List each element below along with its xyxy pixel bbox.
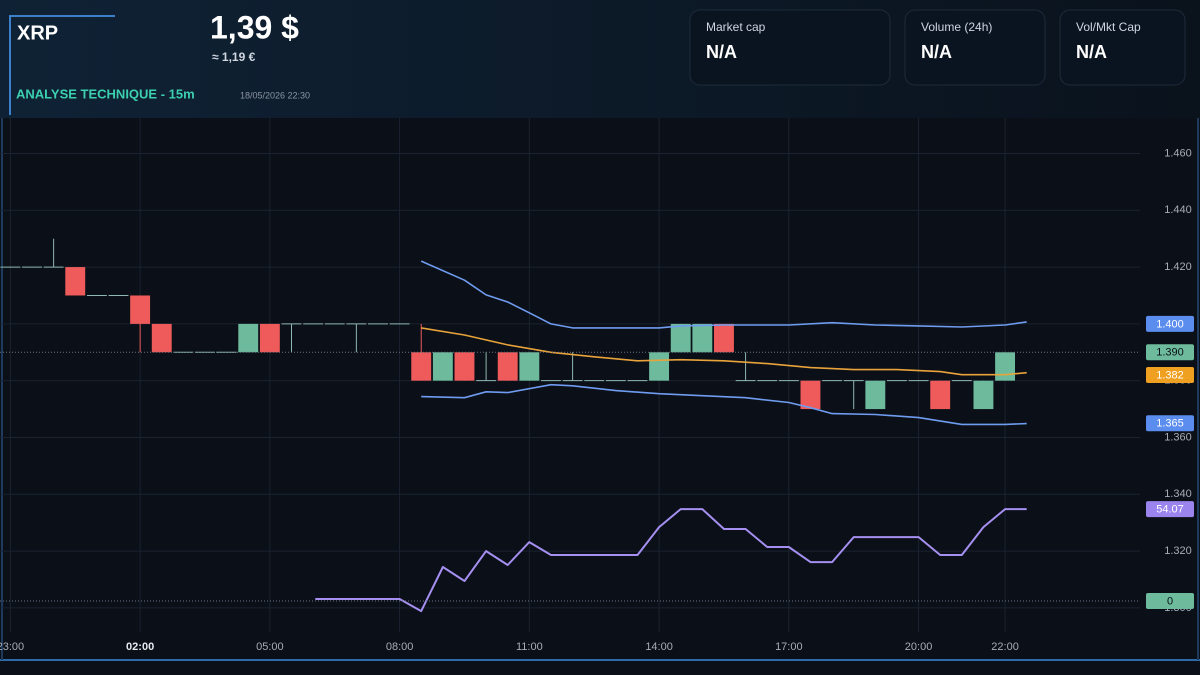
candle-body [800, 380, 821, 410]
price-badge [1146, 593, 1194, 610]
x-tick-label: 23:00 [0, 641, 24, 653]
rsi-line [315, 508, 1027, 613]
x-tick-label: 11:00 [516, 641, 543, 653]
x-tick-label: 20:00 [905, 641, 933, 653]
card [689, 9, 891, 86]
y-tick-label: 1.340 [1164, 488, 1192, 500]
x-tick-label: 22:00 [991, 641, 1019, 653]
band-line [420, 260, 1027, 329]
candle-body [714, 323, 734, 353]
card-label: Market cap [706, 20, 766, 34]
candle-body [454, 352, 475, 381]
card-value: N/A [921, 42, 952, 62]
subtitle: ANALYSE TECHNIQUE - 15m [16, 86, 195, 101]
candle-body [692, 323, 713, 353]
card-value: N/A [706, 42, 737, 62]
x-tick-label: 02:00 [126, 641, 154, 653]
candle-body [65, 267, 86, 296]
price-badge [1146, 315, 1194, 332]
candle-body [519, 352, 540, 381]
chart: 1.3001.3201.3401.3601.3801.4001.4201.440… [0, 118, 1194, 653]
x-tick-label: 17:00 [775, 641, 803, 653]
card-label: Vol/Mkt Cap [1076, 20, 1141, 34]
card [1059, 9, 1186, 86]
y-tick-label: 1.360 [1164, 431, 1192, 443]
candle-body [649, 352, 670, 381]
price-badge [1146, 415, 1194, 432]
x-tick-label: 08:00 [386, 641, 414, 653]
band-line [421, 383, 1027, 426]
price-badge [1146, 344, 1194, 361]
candle-body [411, 352, 432, 381]
y-tick-label: 1.420 [1164, 261, 1192, 273]
price-badge-label: 54.07 [1156, 504, 1184, 516]
y-tick-label: 1.320 [1164, 545, 1192, 557]
candle-body [130, 295, 151, 324]
candle-body [151, 323, 172, 353]
price: 1,39 $ [210, 9, 299, 45]
x-tick-label: 05:00 [256, 641, 284, 653]
card-value: N/A [1076, 42, 1107, 62]
cards: Market cap N/A Volume (24h) N/A Vol/Mkt Cap N… [689, 9, 1186, 86]
x-tick-label: 14:00 [645, 641, 673, 653]
card-label: Volume (24h) [921, 20, 992, 34]
candle-body [497, 352, 518, 381]
card [904, 9, 1046, 86]
timestamp: 18/05/2026 22:30 [240, 90, 310, 100]
header-bracket [9, 15, 115, 115]
candle-body [995, 352, 1016, 381]
candle-body [670, 323, 691, 353]
price-badge-label: 1.382 [1156, 369, 1184, 381]
price-badge [1146, 501, 1194, 518]
candle-body [865, 380, 886, 410]
candle-body [973, 380, 994, 410]
price-eur: ≈ 1,19 € [212, 50, 256, 64]
y-tick-label: 1.440 [1164, 204, 1192, 216]
candle-body [238, 323, 259, 353]
y-tick-label: 1.460 [1164, 147, 1192, 159]
price-badge-label: 1.390 [1156, 347, 1184, 359]
band-line [421, 327, 1027, 376]
price-badge-label: 1.400 [1156, 318, 1184, 330]
candle-body [432, 352, 453, 381]
price-badge [1146, 367, 1194, 383]
candle-body [259, 323, 280, 353]
symbol: XRP [17, 22, 58, 44]
price-badge-label: 0 [1167, 595, 1173, 607]
candle-body [930, 380, 951, 410]
price-badge-label: 1.365 [1156, 418, 1184, 430]
